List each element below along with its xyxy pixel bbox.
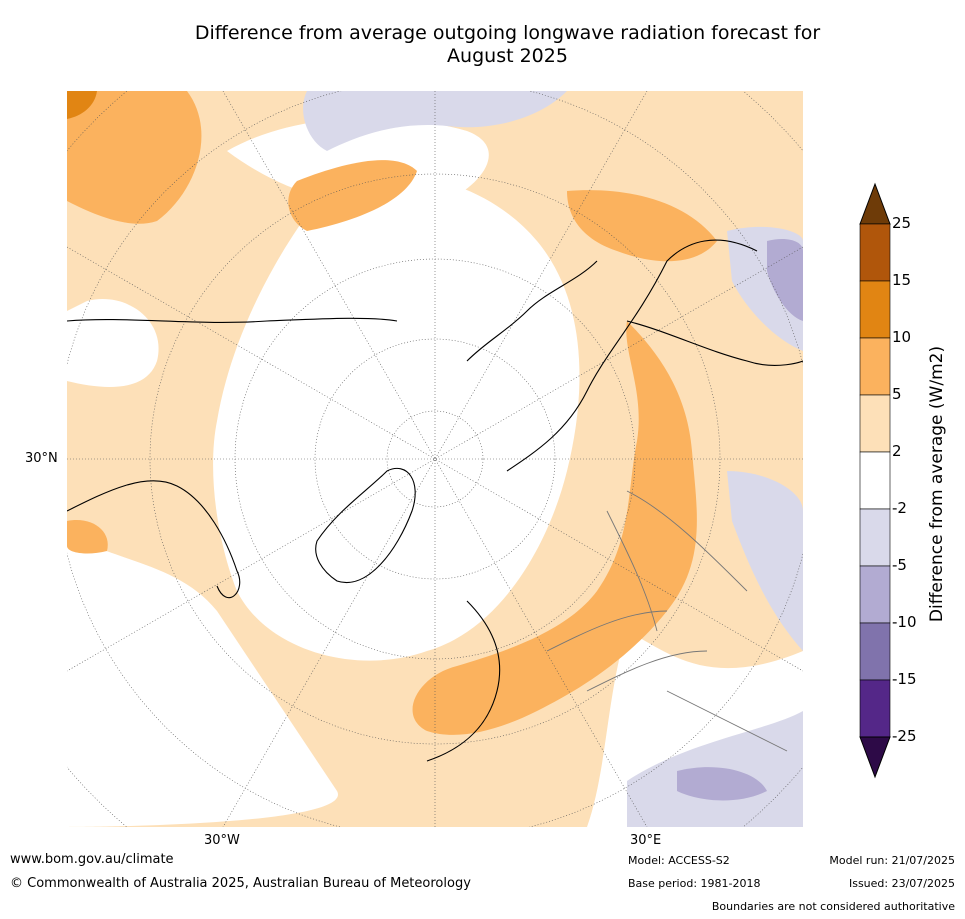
- lon-label-30w: 30°W: [204, 833, 240, 848]
- anomaly-mid-orange-north: [567, 190, 717, 262]
- footer-model: Model: ACCESS-S2: [628, 854, 730, 867]
- anomaly-near-zero-northwest: [67, 299, 159, 387]
- colorbar-tick-label: -2: [892, 499, 907, 517]
- anomaly-near-zero-polar: [213, 175, 580, 661]
- lat-label-30n: 30°N: [25, 451, 58, 466]
- footer-disclaimer: Boundaries are not considered authoritat…: [711, 900, 955, 913]
- footer-base-period: Base period: 1981-2018: [628, 877, 761, 890]
- colorbar-tick-label: 2: [892, 442, 902, 460]
- colorbar-extend-top: [859, 182, 891, 225]
- colorbar-tick-label: -15: [892, 670, 917, 688]
- map-title: Difference from average outgoing longwav…: [140, 22, 875, 68]
- colorbar-segment: [859, 565, 891, 624]
- colorbar-segment: [859, 337, 891, 396]
- anomaly-dark-orange-patch: [67, 91, 97, 119]
- anomaly-mid-orange-europe-asia: [412, 321, 697, 735]
- footer-issued: Issued: 23/07/2025: [848, 877, 955, 890]
- colorbar: [850, 180, 960, 790]
- colorbar-segment: [859, 451, 891, 510]
- colorbar-tick-label: -10: [892, 613, 917, 631]
- footer-url[interactable]: www.bom.gov.au/climate: [10, 852, 174, 867]
- colorbar-tick-label: 25: [892, 214, 912, 232]
- colorbar-extend-bottom: [859, 736, 891, 779]
- colorbar-segment: [859, 622, 891, 681]
- footer-copyright: © Commonwealth of Australia 2025, Austra…: [10, 876, 471, 891]
- anomaly-mid-orange-canada: [288, 160, 417, 231]
- footer-model-run: Model run: 21/07/2025: [829, 854, 955, 867]
- anomaly-near-zero-pacific: [227, 117, 489, 206]
- anomaly-negative-strong-south: [677, 767, 767, 801]
- anomaly-mid-orange-pacific: [67, 91, 202, 224]
- coastlines: [67, 239, 803, 762]
- graticule: [67, 91, 803, 827]
- country-borders: [546, 490, 788, 752]
- colorbar-tick-label: -5: [892, 556, 907, 574]
- map-svg: [67, 91, 803, 827]
- colorbar-tick-label: 15: [892, 271, 912, 289]
- title-line-2: August 2025: [447, 45, 568, 67]
- title-line-1: Difference from average outgoing longwav…: [194, 22, 821, 44]
- colorbar-tick-label: 10: [892, 328, 912, 346]
- polar-map: [67, 91, 803, 827]
- colorbar-segment: [859, 508, 891, 567]
- anomaly-mid-orange-small: [67, 520, 108, 554]
- colorbar-segment: [859, 223, 891, 282]
- anomaly-negative-asia: [727, 471, 803, 651]
- colorbar-title-text: Difference from average (W/m2): [927, 345, 947, 623]
- colorbar-segment: [859, 679, 891, 738]
- colorbar-svg: [859, 182, 891, 779]
- colorbar-segment: [859, 394, 891, 453]
- colorbar-tick-label: 5: [892, 385, 902, 403]
- colorbar-segment: [859, 280, 891, 339]
- colorbar-tick-label: -25: [892, 727, 917, 745]
- lon-label-30e: 30°E: [630, 833, 662, 848]
- anomaly-near-zero-west: [67, 531, 338, 827]
- anomaly-negative-strong-east: [767, 239, 803, 321]
